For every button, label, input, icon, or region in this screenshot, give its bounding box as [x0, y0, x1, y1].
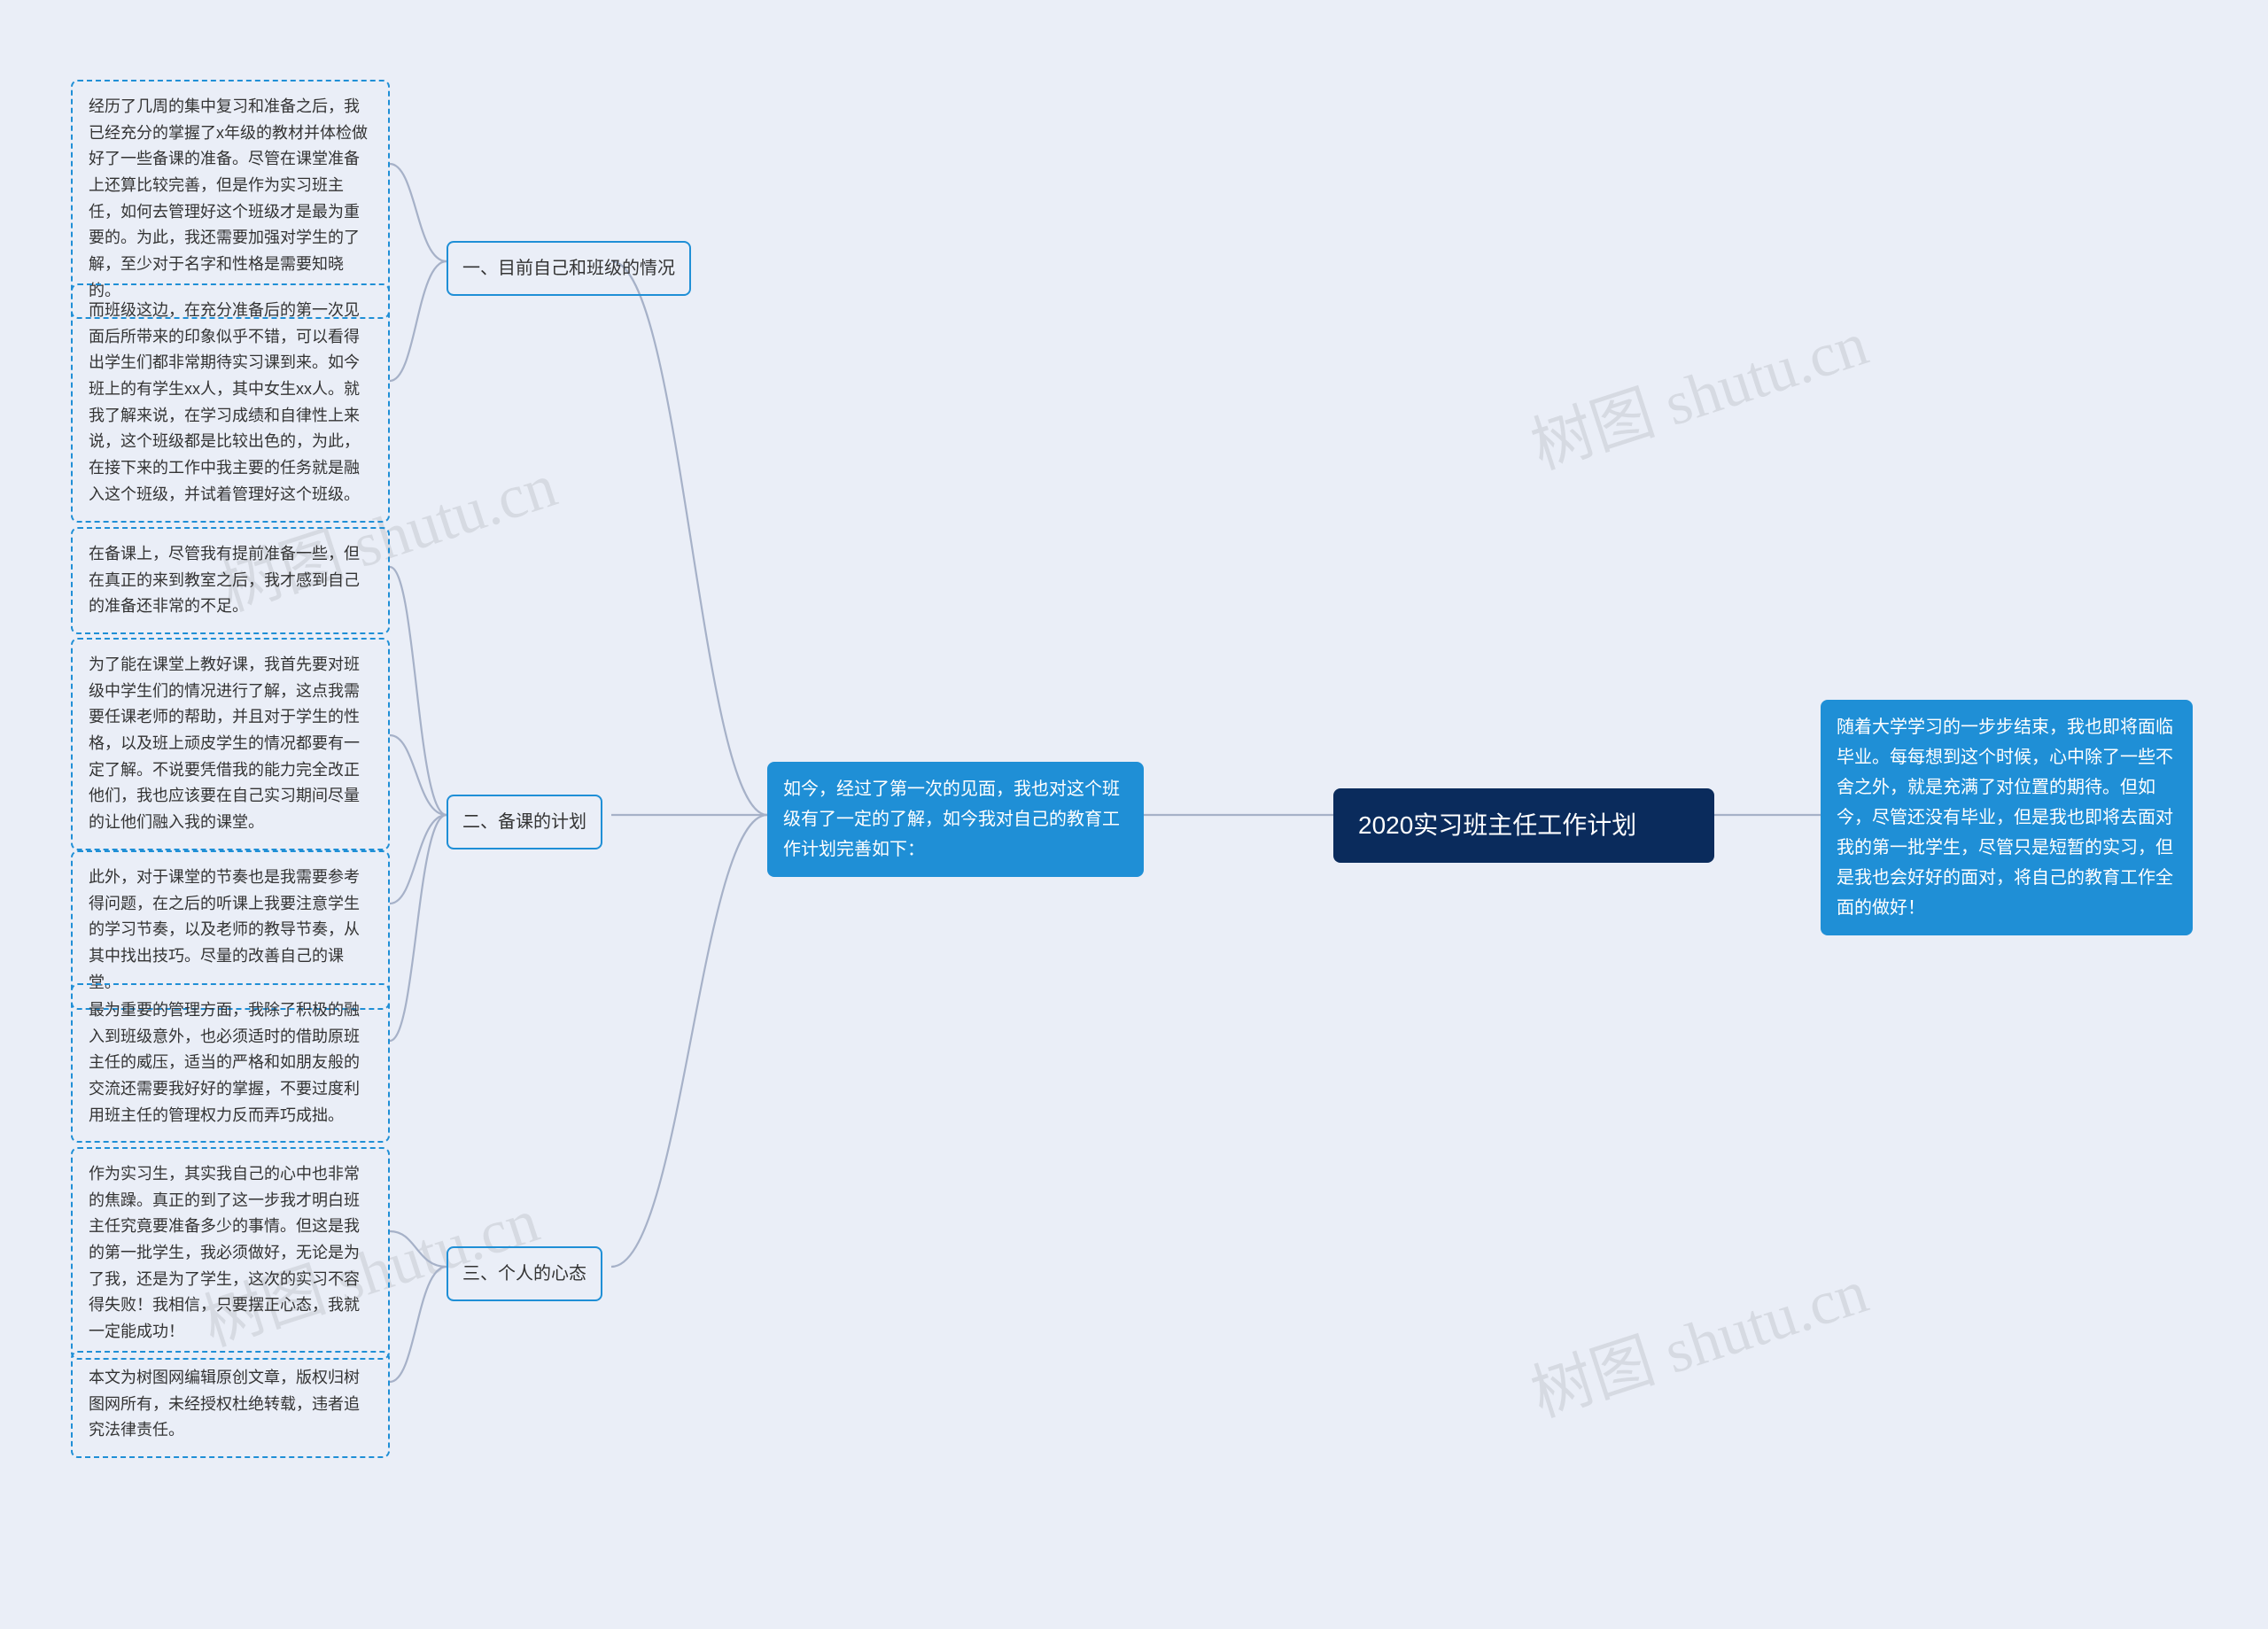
item-text: 为了能在课堂上教好课，我首先要对班级中学生们的情况进行了解，这点我需要任课老师的…: [89, 655, 360, 831]
section-three-title[interactable]: 三、个人的心态: [447, 1246, 602, 1301]
section-one-item-2[interactable]: 而班级这边，在充分准备后的第一次见面后所带来的印象似乎不错，可以看得出学生们都非…: [71, 283, 390, 523]
item-text: 经历了几周的集中复习和准备之后，我已经充分的掌握了x年级的教材并体检做好了一些备…: [89, 97, 368, 299]
watermark: 树图 shutu.cn: [1518, 294, 1877, 486]
item-text: 本文为树图网编辑原创文章，版权归树图网所有，未经授权杜绝转载，违者追究法律责任。: [89, 1369, 360, 1439]
section-two-item-4[interactable]: 最为重要的管理方面，我除了积极的融入到班级意外，也必须适时的借助原班主任的威压，…: [71, 983, 390, 1143]
section-three-item-1[interactable]: 作为实习生，其实我自己的心中也非常的焦躁。真正的到了这一步我才明白班主任究竟要准…: [71, 1147, 390, 1360]
root-label: 2020实习班主任工作计划: [1358, 811, 1636, 839]
item-text: 在备课上，尽管我有提前准备一些，但在真正的来到教室之后，我才感到自己的准备还非常…: [89, 545, 360, 615]
item-text: 此外，对于课堂的节奏也是我需要参考得问题，在之后的听课上我要注意学生的学习节奏，…: [89, 868, 360, 991]
intro-right[interactable]: 随着大学学习的一步步结束，我也即将面临毕业。每每想到这个时候，心中除了一些不舍之…: [1821, 700, 2193, 935]
section-two-label: 二、备课的计划: [462, 812, 586, 832]
watermark: 树图 shutu.cn: [1518, 1242, 1877, 1434]
section-two-item-2[interactable]: 为了能在课堂上教好课，我首先要对班级中学生们的情况进行了解，这点我需要任课老师的…: [71, 638, 390, 850]
section-three-item-2[interactable]: 本文为树图网编辑原创文章，版权归树图网所有，未经授权杜绝转载，违者追究法律责任。: [71, 1351, 390, 1458]
item-text: 而班级这边，在充分准备后的第一次见面后所带来的印象似乎不错，可以看得出学生们都非…: [89, 301, 360, 503]
section-three-label: 三、个人的心态: [462, 1264, 586, 1284]
section-one-title[interactable]: 一、目前自己和班级的情况: [447, 241, 691, 296]
section-one-label: 一、目前自己和班级的情况: [462, 259, 675, 278]
root-node[interactable]: 2020实习班主任工作计划: [1333, 788, 1714, 863]
section-two-title[interactable]: 二、备课的计划: [447, 795, 602, 849]
section-two-item-1[interactable]: 在备课上，尽管我有提前准备一些，但在真正的来到教室之后，我才感到自己的准备还非常…: [71, 527, 390, 634]
intro-right-text: 随着大学学习的一步步结束，我也即将面临毕业。每每想到这个时候，心中除了一些不舍之…: [1837, 718, 2173, 918]
intro-left-text: 如今，经过了第一次的见面，我也对这个班级有了一定的了解，如今我对自己的教育工作计…: [783, 780, 1120, 859]
item-text: 作为实习生，其实我自己的心中也非常的焦躁。真正的到了这一步我才明白班主任究竟要准…: [89, 1165, 360, 1340]
intro-left[interactable]: 如今，经过了第一次的见面，我也对这个班级有了一定的了解，如今我对自己的教育工作计…: [767, 762, 1144, 877]
item-text: 最为重要的管理方面，我除了积极的融入到班级意外，也必须适时的借助原班主任的威压，…: [89, 1001, 360, 1124]
